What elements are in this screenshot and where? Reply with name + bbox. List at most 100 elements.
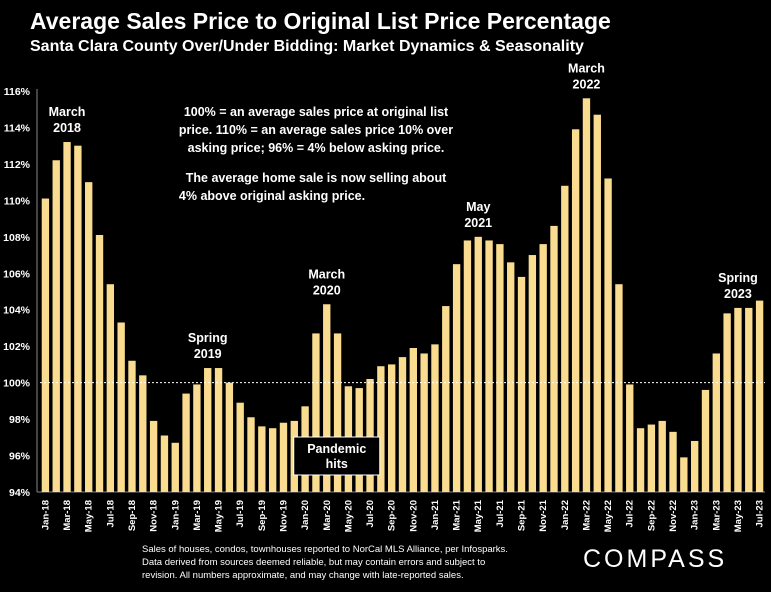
bar-Oct-18	[139, 375, 147, 492]
x-tick-label: May-19	[214, 500, 225, 532]
bar-Jun-23	[745, 307, 753, 492]
bar-Mar-23	[712, 353, 720, 492]
x-tick-label: Jul-21	[495, 499, 506, 527]
bar-Feb-21	[442, 306, 450, 492]
x-tick-label: Jul-18	[105, 500, 116, 527]
annotation-label: 2019	[194, 347, 222, 361]
bar-Jan-23	[690, 440, 699, 492]
x-tick-label: Jul-22	[625, 500, 636, 527]
footnote-line-1: Sales of houses, condos, townhouses repo…	[142, 544, 508, 555]
bar-Nov-19	[279, 422, 288, 492]
bar-Aug-18	[117, 322, 125, 492]
bar-Mar-20	[323, 304, 331, 492]
bar-Feb-19	[182, 393, 190, 492]
x-tick-label: Mar-23	[711, 500, 722, 531]
y-tick-label: 94%	[9, 487, 31, 499]
footnote: Sales of houses, condos, townhouses repo…	[142, 543, 562, 582]
bar-Sep-18	[128, 360, 136, 492]
x-tick-label: Nov-21	[538, 499, 549, 531]
x-tick-label: Nov-22	[668, 500, 679, 532]
y-tick-label: 110%	[4, 195, 31, 207]
info-line-5: 4% above original asking price.	[179, 189, 365, 203]
bar-May-18	[85, 182, 93, 492]
annotation-label: March	[49, 105, 86, 119]
x-tick-label: Jan-23	[690, 500, 701, 530]
bar-Sep-21	[517, 276, 526, 492]
bar-Jul-22	[626, 384, 634, 492]
annotation-label: May	[466, 200, 490, 214]
bar-Oct-20	[398, 357, 407, 492]
bar-Jan-22	[561, 185, 569, 492]
bar-Jul-18	[106, 284, 115, 492]
annotation-label: 2023	[724, 287, 752, 301]
y-tick-label: 108%	[3, 232, 31, 244]
bar-Apr-18	[74, 145, 82, 492]
bar-Sep-20	[388, 364, 396, 492]
bar-Apr-21	[463, 240, 472, 492]
bar-Feb-18	[52, 160, 60, 492]
x-tick-label: Mar-18	[62, 500, 73, 531]
bar-Nov-20	[409, 348, 417, 492]
bar-Apr-23	[723, 313, 731, 492]
y-tick-label: 102%	[3, 341, 31, 353]
y-tick-label: 96%	[9, 451, 31, 463]
x-tick-label: Nov-20	[408, 500, 419, 532]
x-tick-label: Jan-21	[430, 499, 441, 530]
bar-Mar-21	[452, 264, 461, 492]
bar-Nov-18	[149, 420, 158, 492]
info-line-2: price. 110% = an average sales price 10%…	[179, 123, 453, 137]
x-tick-label: May-21	[473, 499, 484, 532]
y-tick-label: 98%	[9, 414, 31, 426]
x-tick-label: Jul-20	[365, 500, 376, 527]
bar-Mar-19	[193, 384, 201, 492]
x-tick-label: Jan-18	[40, 500, 51, 530]
x-tick-label: May-22	[603, 500, 614, 532]
annotations: March 2018 Spring 2019 March 2020 May 2021 March…	[49, 61, 758, 476]
bar-Jul-21	[496, 244, 504, 492]
bar-series	[41, 98, 764, 493]
annotation-label: 2018	[53, 121, 81, 135]
bar-Apr-20	[333, 333, 342, 492]
bar-Apr-19	[204, 368, 212, 492]
x-tick-label: Sep-18	[127, 500, 138, 531]
bar-Jun-21	[485, 240, 493, 492]
x-tick-label: Sep-20	[387, 500, 398, 531]
pandemic-label: Pandemic	[307, 442, 366, 456]
x-tick-label: May-23	[733, 500, 744, 532]
bar-Jan-19	[171, 442, 179, 492]
x-tick-label: Jan-22	[560, 500, 571, 530]
bar-Oct-19	[268, 428, 277, 492]
bar-Dec-18	[160, 435, 169, 492]
x-tick-label: Mar-21	[452, 499, 463, 530]
x-axis: Jan-18 Mar-18 May-18 Jul-18 Sep-18 Nov-18 Jan-…	[40, 499, 765, 532]
bar-Feb-22	[571, 129, 580, 492]
bar-Sep-22	[647, 424, 656, 492]
x-tick-label: Jul-23	[755, 500, 766, 527]
bar-Feb-20	[312, 333, 320, 492]
bar-Apr-22	[593, 114, 601, 492]
annotation-label: 2020	[313, 283, 341, 297]
y-tick-label: 106%	[3, 268, 31, 280]
y-tick-label: 116%	[4, 86, 31, 98]
bar-Dec-20	[420, 353, 428, 492]
x-tick-label: Nov-18	[149, 500, 160, 532]
bar-Jul-19	[236, 402, 244, 492]
annotation-label: March	[568, 61, 605, 75]
bar-Jan-18	[41, 198, 50, 493]
bar-Jun-19	[225, 382, 234, 492]
bar-Oct-21	[528, 255, 537, 492]
bar-Jun-22	[615, 284, 623, 492]
annotation-label: Spring	[188, 331, 228, 345]
y-tick-label: 114%	[4, 122, 31, 134]
bar-May-22	[604, 178, 612, 493]
bar-Jul-20	[366, 378, 374, 492]
compass-logo: COMPASS	[583, 545, 728, 573]
x-tick-label: Jan-20	[300, 500, 311, 530]
x-tick-label: Mar-19	[192, 500, 203, 531]
annotation-label: 2022	[573, 77, 601, 91]
x-tick-label: Mar-20	[322, 500, 333, 531]
footnote-line-3: revision. All numbers approximate, and m…	[142, 570, 464, 581]
bar-May-21	[474, 236, 482, 492]
x-tick-label: Jul-19	[235, 500, 246, 527]
